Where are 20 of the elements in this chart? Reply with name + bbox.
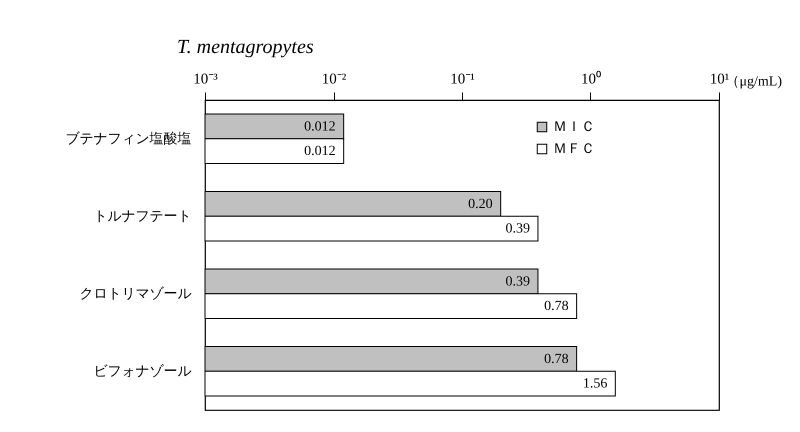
data-label: 0.39	[505, 222, 530, 237]
x-tick-label: 10⁻²	[322, 72, 347, 88]
data-label: 1.56	[582, 376, 608, 392]
chart-title: T. mentagropytes	[177, 36, 314, 58]
data-label: 0.39	[505, 274, 530, 290]
x-tick-label: 10⁻³	[193, 72, 218, 88]
data-label: 0.20	[468, 196, 493, 212]
y-tick-label: ブテナフィン塩酸塩	[66, 130, 192, 147]
legend-label: ＭＦＣ	[553, 142, 595, 157]
y-tick-label: トルナフテート	[94, 209, 192, 224]
data-label: 0.78	[544, 352, 569, 367]
y-tick-label: クロトリマゾール	[80, 286, 192, 302]
x-tick-label: 10¹	[710, 72, 730, 88]
legend-label: ＭＩＣ	[553, 120, 595, 135]
y-tick-label: ビフォナゾール	[94, 363, 192, 380]
x-tick-label: 10⁻¹	[450, 72, 475, 88]
x-tick-label: 10⁰	[581, 70, 601, 88]
data-label: 0.012	[304, 119, 336, 134]
data-label: 0.78	[544, 299, 569, 314]
data-label: 0.012	[304, 144, 336, 160]
